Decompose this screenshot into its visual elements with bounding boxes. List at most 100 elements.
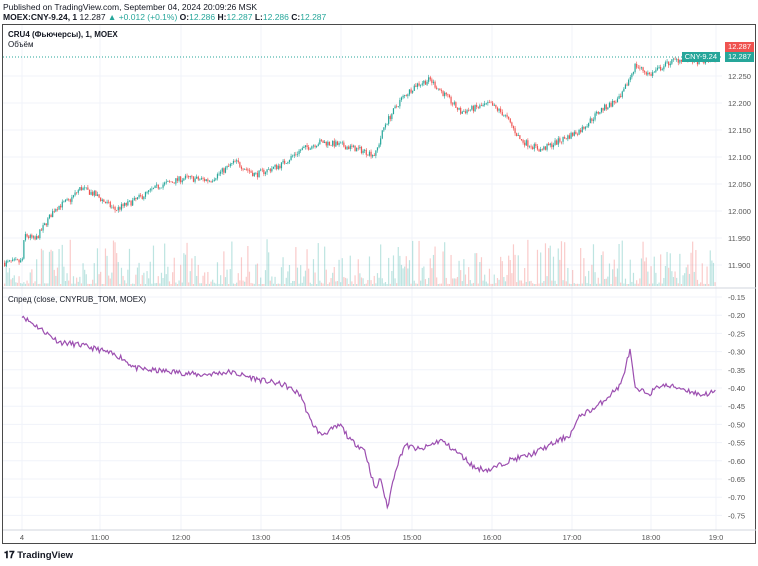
candle-body — [536, 146, 539, 150]
candle-body — [314, 145, 316, 148]
candle-body — [404, 95, 406, 96]
candle-body — [191, 176, 193, 177]
candle-body — [285, 163, 287, 164]
volume-bar — [370, 280, 372, 286]
candle-body — [24, 234, 27, 241]
candle-body — [340, 142, 342, 144]
candle-body — [69, 199, 71, 202]
volume-bar — [45, 283, 47, 286]
volume-bar — [189, 271, 191, 286]
candle-body — [84, 187, 86, 189]
candle-body — [370, 151, 372, 157]
spread-pane-title[interactable]: Спред (close, CNYRUB_TOM, MOEX) — [8, 295, 147, 304]
volume-bar — [464, 274, 467, 286]
spread-tick: -0.65 — [728, 475, 745, 484]
candle-body — [661, 69, 663, 71]
volume-bar — [687, 264, 689, 286]
volume-bar — [504, 281, 507, 286]
symbol-name[interactable]: MOEX:CNY-9.24, 1 — [3, 12, 78, 22]
candle-body — [612, 100, 614, 107]
volume-bar — [168, 281, 171, 286]
candle-body — [221, 168, 223, 172]
candle-body — [540, 149, 542, 152]
volume-bar — [208, 283, 211, 286]
volume-bar — [143, 272, 145, 286]
volume-bar — [330, 278, 332, 286]
volume-bar — [364, 283, 366, 286]
candle-body — [252, 172, 254, 177]
candle-body — [429, 77, 431, 80]
candle-body — [426, 81, 428, 85]
candle-body — [308, 147, 310, 150]
candle-body — [412, 90, 414, 93]
volume-bar — [645, 257, 647, 286]
candle-body — [152, 187, 155, 189]
volume-bar — [119, 283, 121, 286]
volume-bar — [572, 269, 574, 286]
volume-bar — [522, 283, 524, 286]
volume-bar — [343, 277, 345, 286]
main-pane-title[interactable]: CRU4 (Фьючерсы), 1, MOEX — [8, 30, 118, 39]
candle-body — [207, 179, 209, 182]
volume-bar — [684, 273, 686, 286]
volume-bar — [248, 271, 251, 286]
candle-body — [516, 133, 518, 136]
tradingview-logo[interactable]: 𝟏𝟕 TradingView — [4, 550, 74, 561]
volume-bar — [194, 256, 196, 286]
volume-bar — [328, 282, 331, 286]
candle-body — [380, 138, 382, 145]
candle-body — [444, 92, 446, 97]
low-value: 12.286 — [262, 12, 289, 22]
volume-bar — [362, 278, 364, 286]
volume-bar — [512, 244, 515, 286]
volume-bar — [583, 258, 585, 286]
candle-body — [95, 191, 97, 196]
candle-body — [159, 187, 161, 189]
candle-body — [527, 140, 529, 147]
volume-bar — [322, 283, 324, 286]
candle-body — [600, 108, 603, 113]
volume-bar — [672, 277, 675, 286]
chart-frame[interactable] — [2, 24, 756, 544]
candle-body — [39, 229, 41, 239]
volume-bar — [511, 273, 513, 286]
volume-bar — [37, 283, 39, 286]
volume-bar — [677, 283, 679, 286]
volume-bar — [29, 272, 31, 286]
volume-bar — [532, 283, 534, 286]
volume-bar — [85, 274, 87, 286]
candle-body — [492, 102, 494, 106]
candle-body — [164, 182, 166, 185]
candle-body — [431, 79, 433, 83]
volume-bar — [368, 256, 371, 286]
candle-body — [36, 236, 38, 240]
volume-bar — [58, 249, 60, 286]
volume-bar — [212, 279, 214, 286]
volume-bar — [279, 283, 281, 286]
volume-bar — [77, 281, 79, 286]
volume-bar — [346, 278, 348, 286]
candle-body — [32, 236, 35, 238]
volume-bar — [541, 282, 543, 286]
volume-bar — [535, 284, 537, 286]
candle-body — [639, 67, 641, 69]
volume-bar — [418, 240, 420, 286]
candle-body — [461, 111, 463, 114]
candle-body — [42, 225, 44, 231]
candle-body — [615, 102, 617, 103]
candle-body — [194, 178, 196, 182]
candle-body — [677, 58, 679, 63]
candle-body — [629, 77, 631, 81]
volume-label[interactable]: Объём — [8, 40, 34, 49]
time-tick: 4 — [20, 533, 24, 542]
candle-body — [215, 178, 217, 180]
candle-body — [493, 104, 495, 106]
candle-body — [573, 131, 575, 136]
volume-bar — [597, 277, 599, 286]
candle-body — [212, 180, 214, 182]
candle-body — [165, 181, 167, 183]
volume-bar — [175, 282, 177, 286]
volume-bar — [461, 281, 463, 286]
candle-body — [292, 155, 294, 157]
